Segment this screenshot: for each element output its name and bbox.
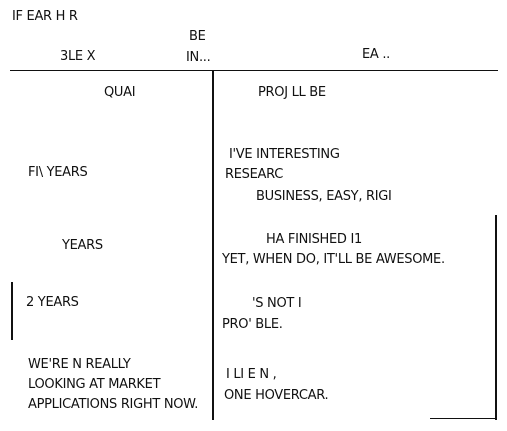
row-4-line-2: ONE HOVERCAR. [224,388,329,403]
row-4-label-line-3: APPLICATIONS RIGHT NOW. [28,397,199,412]
row-2-line-2: YET, WHEN DO, IT'LL BE AWESOME. [222,252,445,267]
row-3-label: 2 YEARS [26,295,79,310]
row-1-line-3: BUSINESS, EASY, RIGI [256,189,392,204]
left-column-header: QUAI [104,85,136,100]
row-2-line-1: HA FINISHED I1 [266,232,362,247]
header-fragment-right: EA .. [362,47,391,62]
header-fragment-left: 3LE X [60,49,96,64]
row-1-line-2: RESEARC [225,167,283,182]
row-3-line-1: 'S NOT I [252,296,302,311]
row-4-line-1: I LI E N , [226,367,277,382]
bottom-divider [430,418,496,419]
top-divider [10,70,498,71]
row-2-label: YEARS [62,238,103,253]
row-4-label-line-2: LOOKING AT MARKET [28,377,161,392]
header-fragment-in: IN... [186,50,211,65]
header-fragment-top: IF EAR H R [12,9,78,24]
row-4-label-line-1: WE'RE N REALLY [28,357,131,372]
row-1-line-1: I'VE INTERESTING [229,147,340,162]
right-edge-divider [495,215,497,420]
row-3-line-2: PRO' BLE. [222,317,283,332]
header-fragment-be: BE [189,29,206,44]
row-1-label: FI\ YEARS [28,165,88,180]
left-edge-tick [11,282,13,340]
right-column-header: PROJ LL BE [258,85,326,100]
center-divider [212,70,214,420]
